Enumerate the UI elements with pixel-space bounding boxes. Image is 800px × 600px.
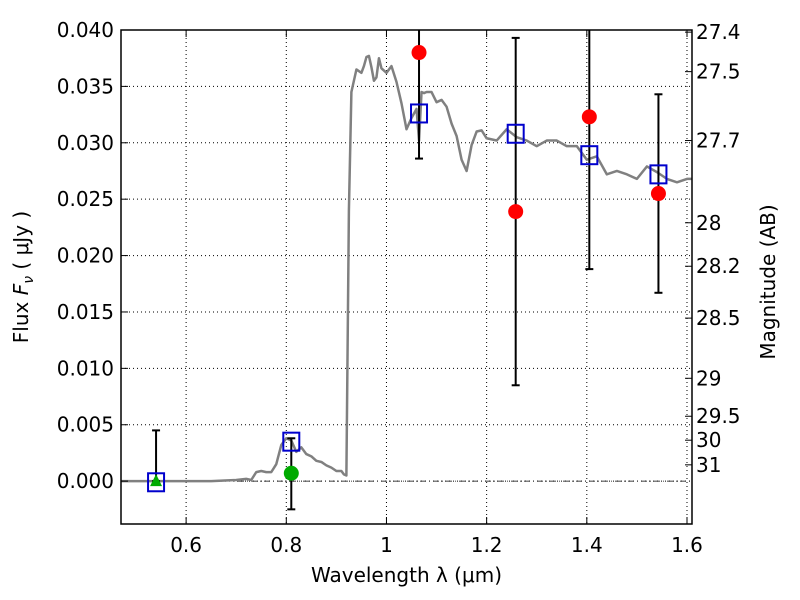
error-bars [152,30,663,511]
model-photometry-square [410,103,429,124]
observed-point-triangle [150,474,163,487]
observed-point-green [283,465,299,481]
magnitude-tick-label: 29.5 [696,404,741,428]
observed-point-red [508,204,524,220]
observed-point-red [411,45,427,61]
model-photometry-square [649,164,668,185]
magnitude-tick-label: 31 [696,453,721,477]
observed-point-red [581,109,597,125]
y-tick-label: 0.020 [57,244,114,268]
y-tick-label: 0.000 [57,469,114,493]
y-axis-ticks: 0.000 0.005 0.010 0.015 0.020 0.025 0.030 0.035… [57,18,128,493]
grid-lines [121,29,692,524]
x-tick-label: 0.6 [170,533,202,557]
x-axis-label: Wavelength λ (μm) [311,563,502,587]
x-tick-label: 1.6 [671,533,703,557]
x-tick-label: 0.8 [270,533,302,557]
model-photometry-square [506,123,525,144]
plot-frame [120,29,693,525]
y-tick-label: 0.005 [57,413,114,437]
magnitude-tick-label: 28.5 [696,306,741,330]
y-axis-label-suffix: ( μJy ) [9,211,33,276]
magnitude-tick-label: 27.4 [696,20,741,44]
model-photometry-points [147,103,668,493]
y-tick-label: 0.040 [57,18,114,42]
model-photometry-square [147,472,166,493]
x-axis-ticks: 0.6 0.8 1 1.2 1.4 1.6 [170,30,703,557]
y-axis-label-symbol: F [9,283,33,295]
x-tick-label: 1 [380,533,393,557]
magnitude-tick-label: 27.5 [696,60,741,84]
y-tick-label: 0.030 [57,131,114,155]
y-tick-label: 0.010 [57,356,114,380]
model-photometry-square [580,145,599,166]
model-spectrum-line [121,54,692,483]
magnitude-tick-label: 28 [696,211,721,235]
magnitude-axis-label: Magnitude (AB) [756,204,780,359]
y-tick-label: 0.035 [57,74,114,98]
magnitude-tick-label: 30 [696,428,721,452]
model-photometry-square [282,431,301,452]
y-tick-label: 0.015 [57,300,114,324]
observed-points [150,45,666,487]
magnitude-tick-label: 28.2 [696,254,741,278]
magnitude-tick-label: 29 [696,366,721,390]
y-tick-label: 0.025 [57,187,114,211]
observed-point-red [650,186,666,202]
y-axis-label-prefix: Flux [9,295,33,343]
x-tick-label: 1.4 [571,533,603,557]
y-axis-label-subscript: ν [21,276,37,284]
magnitude-tick-label: 27.7 [696,129,741,153]
y-axis-label: Flux Fν ( μJy ) [9,211,37,343]
x-tick-label: 1.2 [471,533,503,557]
